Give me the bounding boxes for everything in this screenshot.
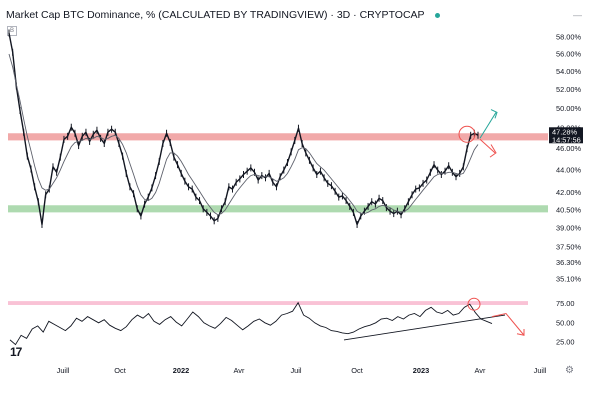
resistance-zone [8,133,548,141]
highlight-circle [458,125,476,143]
gear-icon[interactable]: ⚙ [565,365,574,376]
y-tick-label: 42.00% [556,188,581,197]
axes: 58.00% 56.00% 54.00% 52.00% 50.00% 48.00% 46.0… [57,33,582,375]
x-tick-label: Oct [114,366,126,375]
oscillator-bearish-arrowhead [516,329,525,336]
x-tick-label: Juill [534,366,547,375]
y-tick-label: 46.00% [556,144,581,153]
zones [8,133,548,213]
bearish-arrowhead [489,144,497,158]
x-tick-label: 2023 [413,366,429,375]
x-tick-label: 2022 [173,366,189,375]
x-tick-label: Juil [290,366,301,375]
y-tick-label: 56.00% [556,50,581,59]
oscillator-pane: 75.00 50.00 25.00 [8,297,575,347]
y-tick-label: 58.00% [556,33,581,42]
bullish-arrowhead [490,109,498,119]
x-tick-label: Oct [351,366,363,375]
chart-header: Market Cap BTC Dominance, % (CALCULATED … [6,4,440,26]
main-series [8,29,479,228]
last-price-value: 47.28% [552,127,577,136]
annotations: 47.28%14:57:56 [458,109,583,158]
y-tick-label: 39.00% [556,224,581,233]
x-tick-label: Avr [475,366,486,375]
bullish-arrow [479,112,497,139]
market-status-dot [434,12,440,18]
oscillator-y-tick-label: 25.00 [556,338,575,347]
oscillator-y-tick-label: 50.00 [556,318,575,327]
support-zone [8,205,548,213]
last-price-countdown: 14:57:56 [552,135,581,144]
indicator-toggle-icon[interactable]: B [7,26,17,36]
oscillator-highlight-circle [467,297,481,311]
y-tick-label: 50.00% [556,104,581,113]
price-line [8,32,479,226]
x-tick-label: Avr [234,366,245,375]
oscillator-y-tick-label: 75.00 [556,299,575,308]
y-tick-label: 37.50% [556,243,581,252]
y-tick-label: 48.00% [556,124,581,133]
oscillator-trendline [343,314,506,341]
oscillator-overbought-band [8,301,528,305]
moving-average-line [8,53,479,216]
oscillator-bearish-arrow [491,312,525,336]
oscillator-line [9,301,493,346]
bearish-arrow [479,138,496,154]
y-tick-label: 40.50% [556,205,581,214]
y-tick-label: 54.00% [556,67,581,76]
tradingview-logo-icon: 17 [10,345,22,359]
chart-title: Market Cap BTC Dominance, % (CALCULATED … [6,9,425,21]
y-tick-label: 36.30% [556,258,581,267]
last-price-box [549,127,583,144]
y-tick-label: 52.00% [556,85,581,94]
x-tick-label: Juill [57,366,70,375]
minus-icon[interactable]: — [573,10,582,20]
y-tick-label: 44.00% [556,166,581,175]
y-tick-label: 35.10% [556,274,581,283]
